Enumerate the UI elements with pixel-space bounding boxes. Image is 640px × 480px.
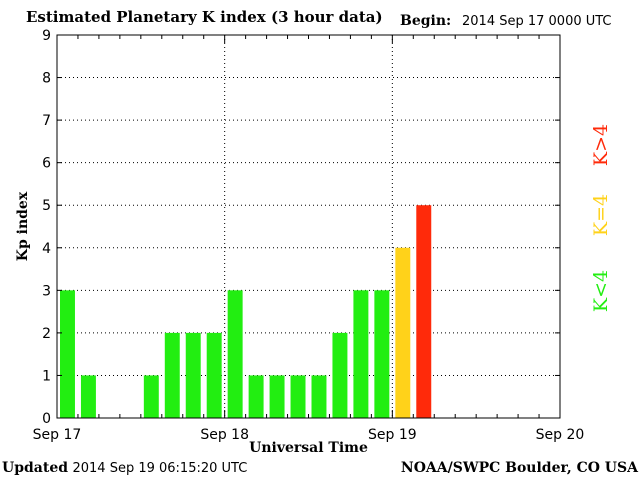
kp-bar	[80, 375, 96, 418]
kp-bar	[269, 375, 285, 418]
y-tick-label: 3	[42, 283, 51, 299]
updated-value: 2014 Sep 19 06:15:20 UTC	[72, 461, 248, 476]
y-tick-label: 5	[42, 198, 51, 214]
kp-bar	[143, 375, 159, 418]
kp-bar	[248, 375, 264, 418]
updated-timestamp: Updated 2014 Sep 19 06:15:20 UTC	[2, 460, 247, 476]
kp-bar	[416, 205, 432, 418]
x-tick-label: Sep 20	[536, 427, 585, 443]
y-tick-label: 1	[42, 368, 51, 384]
y-tick-label: 8	[42, 71, 51, 87]
kp-bar	[311, 375, 327, 418]
begin-value: 2014 Sep 17 0000 UTC	[462, 14, 612, 29]
legend: K<4 K=4 K>4	[590, 124, 612, 312]
x-axis-label: Universal Time	[249, 440, 368, 456]
y-tick-label: 6	[42, 156, 51, 172]
y-tick-label: 4	[42, 241, 51, 257]
grid-lines	[57, 35, 560, 418]
y-axis-label: Kp index	[15, 191, 31, 261]
y-ticks: 0 1 2 3 4 5 6 7 8 9	[42, 28, 560, 427]
y-tick-label: 7	[42, 113, 51, 129]
updated-label: Updated	[2, 460, 69, 476]
kp-bar	[185, 332, 201, 418]
kp-bar	[332, 332, 348, 418]
plot-frame	[56, 34, 561, 419]
kp-bar	[206, 332, 222, 418]
begin-label: Begin:	[400, 13, 452, 29]
kp-bar	[374, 290, 390, 418]
x-tick-label: Sep 19	[368, 427, 417, 443]
kp-bar	[290, 375, 306, 418]
bars	[60, 205, 432, 418]
kp-bar	[227, 290, 243, 418]
y-tick-label: 2	[42, 326, 51, 342]
x-ticks: Sep 17 Sep 18 Sep 19 Sep 20	[33, 35, 585, 443]
legend-label: K<4	[590, 270, 612, 312]
kp-bar	[164, 332, 180, 418]
y-tick-label: 9	[42, 28, 51, 44]
chart-title: Estimated Planetary K index (3 hour data…	[26, 8, 383, 26]
kp-bar	[395, 247, 411, 418]
x-tick-label: Sep 17	[33, 427, 82, 443]
legend-label: K=4	[590, 194, 612, 236]
source-credit: NOAA/SWPC Boulder, CO USA	[400, 460, 638, 476]
kp-bar	[60, 290, 75, 418]
kp-bar	[353, 290, 369, 418]
y-tick-label: 0	[42, 411, 51, 427]
legend-label: K>4	[590, 124, 612, 166]
x-tick-label: Sep 18	[200, 427, 249, 443]
